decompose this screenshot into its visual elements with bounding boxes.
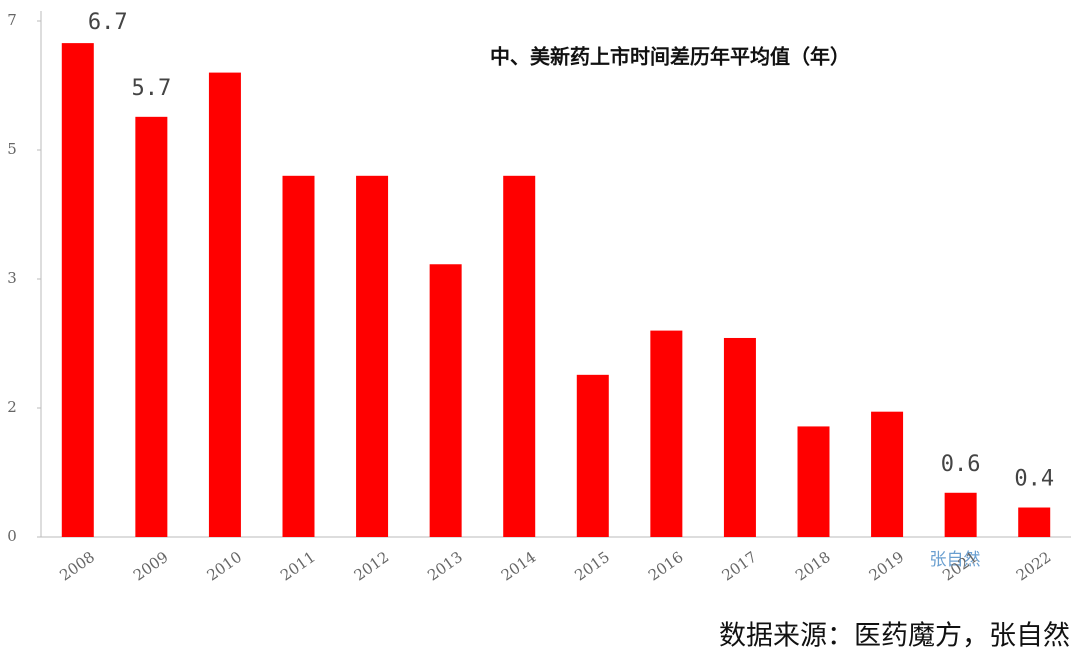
x-tick-label: 2022 — [1013, 548, 1055, 585]
y-tick-label: 5 — [7, 140, 17, 158]
bar — [356, 175, 389, 538]
data-label: 6.7 — [88, 10, 128, 35]
bar — [723, 337, 756, 537]
x-tick-label: 2012 — [351, 548, 393, 585]
bar — [61, 43, 94, 537]
x-tick-label: 2009 — [130, 548, 172, 585]
data-label: 0.4 — [1014, 467, 1054, 492]
data-label: 5.7 — [131, 76, 171, 101]
x-tick-label: 2011 — [277, 548, 319, 585]
bar — [429, 264, 462, 537]
bar — [1018, 507, 1051, 537]
x-tick-label: 2014 — [498, 548, 540, 585]
y-tick-label: 7 — [7, 11, 17, 29]
bar — [208, 72, 241, 537]
x-tick-label: 2013 — [424, 548, 466, 585]
x-tick-label: 2015 — [571, 548, 613, 585]
x-tick-label: 2016 — [645, 548, 687, 585]
x-tick-label: 2018 — [792, 548, 834, 585]
bar — [944, 492, 977, 537]
x-tick-label: 2017 — [719, 548, 761, 585]
bar — [576, 374, 609, 537]
data-label: 0.6 — [941, 452, 981, 477]
bar — [650, 330, 683, 537]
bar — [282, 175, 315, 538]
bar — [871, 411, 904, 537]
y-tick-label: 2 — [7, 398, 17, 416]
x-tick-label: 2019 — [866, 548, 908, 585]
chart-title: 中、美新药上市时间差历年平均值（年） — [490, 45, 850, 69]
x-tick-label: 2008 — [56, 548, 98, 585]
bar — [135, 116, 168, 537]
x-tick-label: 2010 — [204, 548, 246, 585]
watermark: 张自然 — [930, 550, 981, 570]
y-tick-label: 3 — [7, 269, 17, 287]
source-note: 数据来源：医药魔方，张自然 — [719, 621, 1070, 652]
y-tick-label: 0 — [7, 527, 17, 545]
bar — [503, 175, 536, 538]
bar — [797, 426, 830, 537]
